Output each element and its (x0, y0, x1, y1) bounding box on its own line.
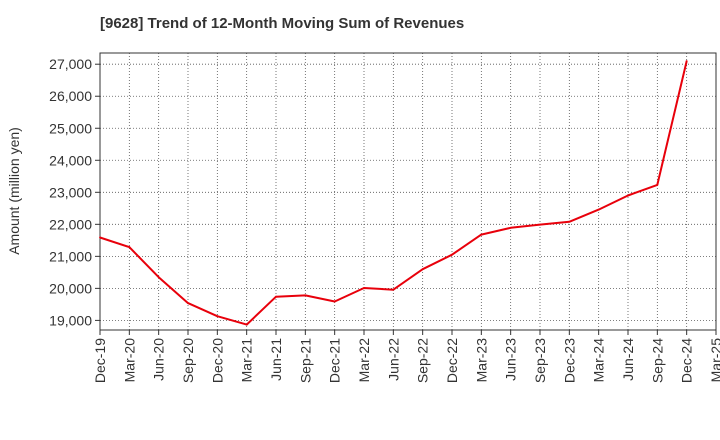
x-tick-label: Mar-20 (121, 338, 137, 383)
y-tick-label: 23,000 (49, 184, 92, 200)
x-tick-label: Mar-24 (591, 338, 607, 383)
data-point (363, 287, 365, 289)
y-tick-label: 25,000 (49, 120, 92, 136)
x-tick-label: Mar-22 (356, 338, 372, 383)
y-tick-label: 26,000 (49, 88, 92, 104)
data-point (685, 60, 688, 62)
x-tick-label: Mar-25 (708, 338, 720, 383)
data-point (597, 208, 600, 211)
x-tick-label: Jun-22 (385, 338, 401, 381)
axes: 19,000 20,000 21,000 22,000 23,000 24,000 25,0… (49, 52, 720, 383)
x-tick-label: Jun-24 (620, 338, 636, 381)
data-point (187, 302, 189, 305)
data-point (128, 246, 131, 248)
series-layer (99, 60, 688, 326)
data-point (421, 268, 424, 271)
x-tick-label: Jun-23 (503, 338, 519, 381)
data-point (275, 295, 277, 298)
x-tick-label: Sep-24 (649, 338, 665, 383)
data-point (451, 253, 453, 256)
x-tick-label: Jun-21 (268, 338, 284, 381)
data-point (627, 194, 629, 197)
data-point (568, 220, 571, 223)
plot-frame (99, 52, 717, 331)
x-tick-label: Mar-23 (473, 338, 489, 383)
x-tick-label: Dec-23 (561, 338, 577, 383)
x-tick-label: Dec-20 (209, 338, 225, 383)
data-point (333, 300, 336, 303)
grid (100, 53, 716, 330)
data-point (392, 288, 395, 291)
x-tick-label: Dec-19 (92, 338, 108, 383)
y-tick-label: 19,000 (49, 312, 92, 328)
chart-title: [9628] Trend of 12-Month Moving Sum of R… (100, 15, 465, 32)
x-tick-label: Jun-20 (151, 338, 167, 381)
data-point (304, 294, 307, 297)
y-tick-label: 24,000 (49, 152, 92, 168)
y-tick-label: 27,000 (49, 56, 92, 72)
x-tick-label: Mar-21 (239, 338, 255, 383)
data-point (245, 323, 248, 326)
data-point (480, 233, 483, 236)
y-tick-label: 20,000 (49, 280, 92, 296)
data-point (99, 236, 101, 239)
y-tick-label: 22,000 (49, 216, 92, 232)
x-tick-label: Dec-24 (679, 338, 695, 383)
x-tick-label: Sep-21 (297, 338, 313, 383)
data-point (656, 184, 659, 186)
x-tick-label: Sep-22 (415, 338, 431, 383)
x-tick-label: Dec-21 (327, 338, 343, 383)
data-point (216, 315, 219, 318)
y-tick-label: 21,000 (49, 248, 92, 264)
x-tick-label: Dec-22 (444, 338, 460, 383)
x-tick-label: Sep-20 (180, 338, 196, 383)
data-point (539, 223, 541, 226)
y-axis-label: Amount (million yen) (6, 127, 22, 255)
data-point (157, 276, 160, 279)
x-tick-label: Sep-23 (532, 338, 548, 383)
data-point (509, 226, 512, 229)
series-line (99, 60, 688, 326)
